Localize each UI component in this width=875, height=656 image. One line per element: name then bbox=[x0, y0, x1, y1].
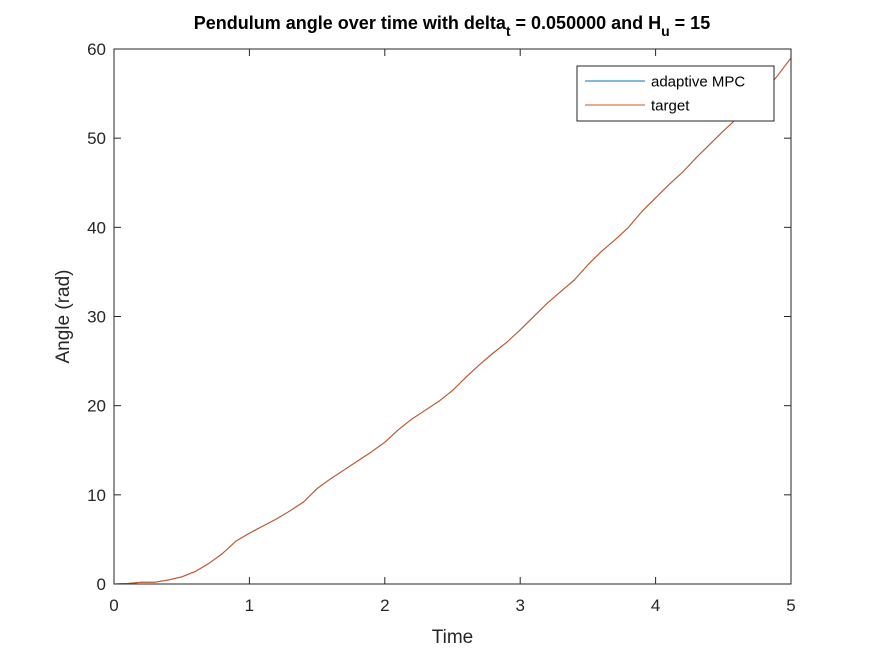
title-end: = 15 bbox=[670, 13, 711, 33]
y-tick-label: 30 bbox=[87, 308, 106, 327]
x-tick-label: 4 bbox=[651, 596, 660, 615]
axes-box bbox=[113, 48, 792, 585]
x-tick-label: 1 bbox=[245, 596, 254, 615]
x-tick-label: 5 bbox=[786, 596, 795, 615]
y-tick-label: 10 bbox=[87, 486, 106, 505]
x-axis-label: Time bbox=[432, 627, 474, 648]
x-tick-label: 2 bbox=[380, 596, 389, 615]
title-main: Pendulum angle over time with delta bbox=[194, 13, 507, 33]
plot-area bbox=[114, 49, 791, 584]
legend-box bbox=[576, 65, 775, 122]
y-tick-label: 0 bbox=[97, 575, 106, 594]
legend-label-adaptive-mpc: adaptive MPC bbox=[651, 74, 745, 91]
x-tick-labels: 0 1 2 3 4 5 bbox=[109, 596, 795, 615]
y-tick-label: 20 bbox=[87, 397, 106, 416]
title-subscript-t: t bbox=[506, 23, 511, 39]
y-axis-label: Angle (rad) bbox=[53, 270, 74, 364]
y-tick-labels: 0 10 20 30 40 50 60 bbox=[87, 40, 106, 594]
legend-label-target: target bbox=[651, 98, 690, 115]
x-tick-label: 3 bbox=[515, 596, 524, 615]
x-tick-label: 0 bbox=[109, 596, 118, 615]
y-tick-label: 60 bbox=[87, 40, 106, 59]
legend[interactable]: adaptive MPC target bbox=[576, 65, 775, 122]
y-tick-label: 50 bbox=[87, 129, 106, 148]
title-subscript-u: u bbox=[661, 23, 670, 39]
chart-title: Pendulum angle over time with deltat = 0… bbox=[194, 13, 710, 39]
series-line-target bbox=[113, 57, 792, 585]
title-middle: = 0.050000 and H bbox=[511, 13, 662, 33]
y-tick-label: 40 bbox=[87, 218, 106, 237]
series-lines bbox=[113, 57, 792, 585]
